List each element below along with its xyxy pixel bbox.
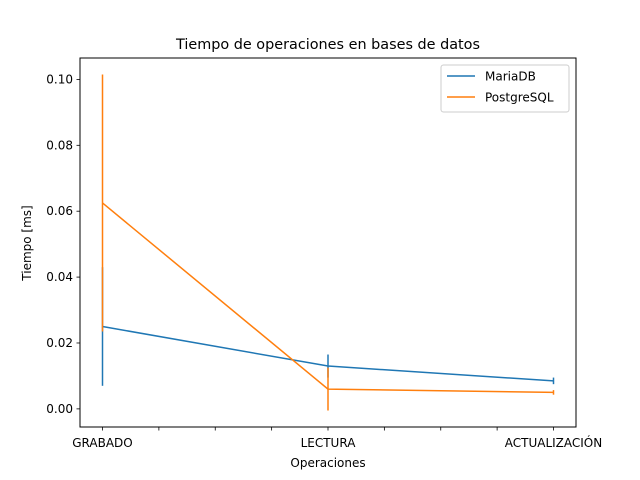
y-tick-label-5: 0.10 xyxy=(46,72,73,86)
x-tick-label-2: ACTUALIZACIÓN xyxy=(505,435,602,450)
plot-area xyxy=(101,74,555,411)
x-axis-label: Operaciones xyxy=(290,456,365,470)
y-tick-label-3: 0.06 xyxy=(46,204,73,218)
chart-title: Tiempo de operaciones en bases de datos xyxy=(175,37,480,53)
legend-label-1: PostgreSQL xyxy=(485,91,554,105)
y-tick-label-2: 0.04 xyxy=(46,270,73,284)
y-tick-label-0: 0.00 xyxy=(46,402,73,416)
axes: 0.00 0.02 0.04 0.06 0.08 0.10 GRABADO LECTURA AC… xyxy=(46,72,602,450)
legend: MariaDB PostgreSQL xyxy=(440,64,570,113)
y-axis-label: Tiempo [ms] xyxy=(20,205,34,281)
x-tick-label-1: LECTURA xyxy=(301,436,357,450)
legend-label-0: MariaDB xyxy=(485,70,536,84)
y-tick-label-4: 0.08 xyxy=(46,138,73,152)
y-tick-label-1: 0.02 xyxy=(46,336,73,350)
x-tick-label-0: GRABADO xyxy=(72,436,133,450)
